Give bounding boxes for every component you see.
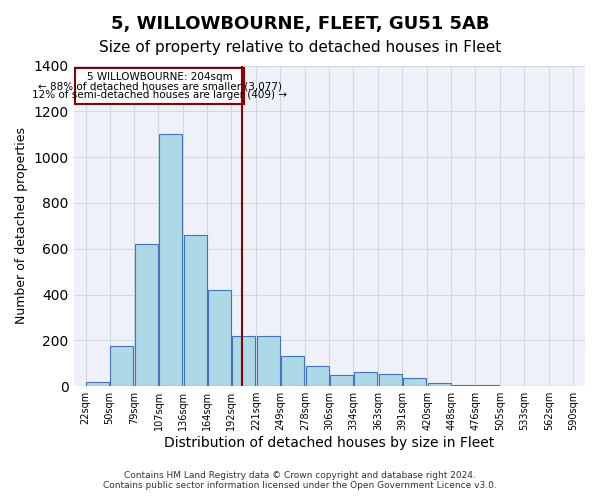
Bar <box>281 356 304 386</box>
FancyBboxPatch shape <box>75 68 244 104</box>
Bar <box>232 336 255 386</box>
Bar <box>305 366 329 386</box>
Bar <box>428 383 451 386</box>
Bar <box>354 372 377 386</box>
Bar <box>379 374 402 386</box>
Bar <box>135 244 158 386</box>
Bar <box>257 336 280 386</box>
Bar <box>403 378 426 386</box>
Bar <box>86 382 109 386</box>
Bar <box>184 235 207 386</box>
Text: Size of property relative to detached houses in Fleet: Size of property relative to detached ho… <box>99 40 501 55</box>
Text: 5, WILLOWBOURNE, FLEET, GU51 5AB: 5, WILLOWBOURNE, FLEET, GU51 5AB <box>111 15 489 33</box>
Bar <box>110 346 133 386</box>
Text: 12% of semi-detached houses are larger (409) →: 12% of semi-detached houses are larger (… <box>32 90 287 100</box>
Bar <box>159 134 182 386</box>
Bar <box>208 290 231 386</box>
Bar <box>452 385 475 386</box>
Y-axis label: Number of detached properties: Number of detached properties <box>15 128 28 324</box>
Text: Contains HM Land Registry data © Crown copyright and database right 2024.
Contai: Contains HM Land Registry data © Crown c… <box>103 470 497 490</box>
Text: 5 WILLOWBOURNE: 204sqm: 5 WILLOWBOURNE: 204sqm <box>87 72 233 82</box>
Bar <box>329 375 353 386</box>
Text: ← 88% of detached houses are smaller (3,077): ← 88% of detached houses are smaller (3,… <box>38 81 282 91</box>
Bar <box>476 385 499 386</box>
X-axis label: Distribution of detached houses by size in Fleet: Distribution of detached houses by size … <box>164 436 494 450</box>
